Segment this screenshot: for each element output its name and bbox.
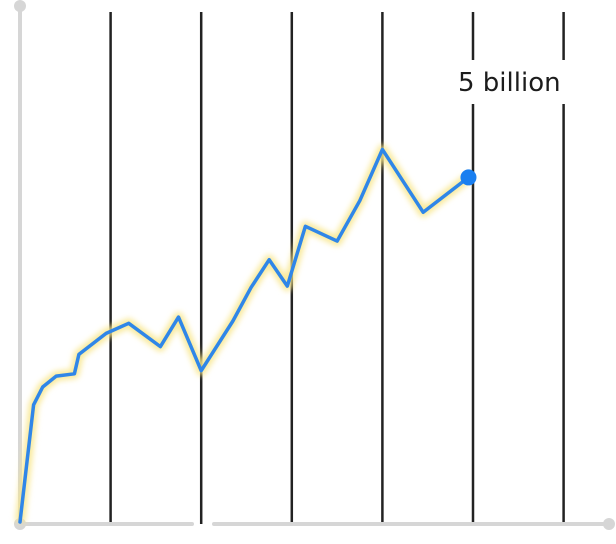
highlight-point[interactable] (460, 169, 477, 186)
series-line-1 (18, 147, 471, 524)
series-layer (15, 144, 472, 524)
highlight-label: 5 billion (458, 68, 561, 98)
y-axis-top-cap (14, 0, 26, 12)
label-backdrop (454, 60, 568, 104)
series-glow (15, 144, 472, 523)
x-axis-end-cap (603, 518, 615, 530)
